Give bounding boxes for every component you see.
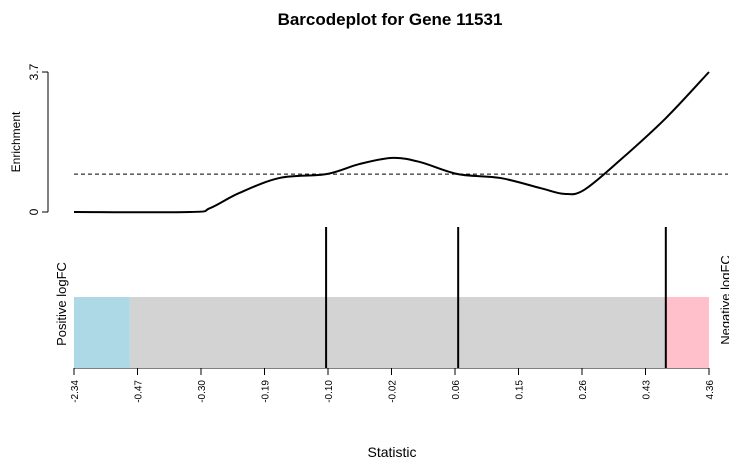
region: [74, 297, 130, 368]
chart-title: Barcodeplot for Gene 11531: [278, 10, 503, 29]
region: [129, 297, 666, 368]
x-tick-label: 4.36: [705, 380, 716, 400]
x-tick-label: -0.02: [388, 380, 399, 403]
enrichment-line: [73, 71, 710, 214]
y-tick-label: 0: [27, 208, 41, 215]
region: [665, 297, 709, 368]
y-tick-label: 3.7: [27, 63, 41, 80]
left-label: Positive logFC: [54, 262, 69, 346]
x-tick-label: -2.34: [70, 380, 81, 403]
x-tick-label: -0.10: [324, 380, 335, 403]
x-tick-label: 0.26: [578, 380, 589, 400]
y-axis-label: Enrichment: [9, 111, 23, 172]
x-axis-label: Statistic: [367, 444, 416, 460]
x-tick-label: 0.15: [515, 380, 526, 400]
x-tick-label: -0.19: [261, 380, 272, 403]
x-tick-label: -0.47: [134, 380, 145, 403]
x-tick-label: -0.30: [197, 380, 208, 403]
x-tick-label: 0.43: [642, 380, 653, 400]
right-label: Negative logFC: [718, 255, 729, 345]
x-tick-label: 0.06: [451, 380, 462, 400]
